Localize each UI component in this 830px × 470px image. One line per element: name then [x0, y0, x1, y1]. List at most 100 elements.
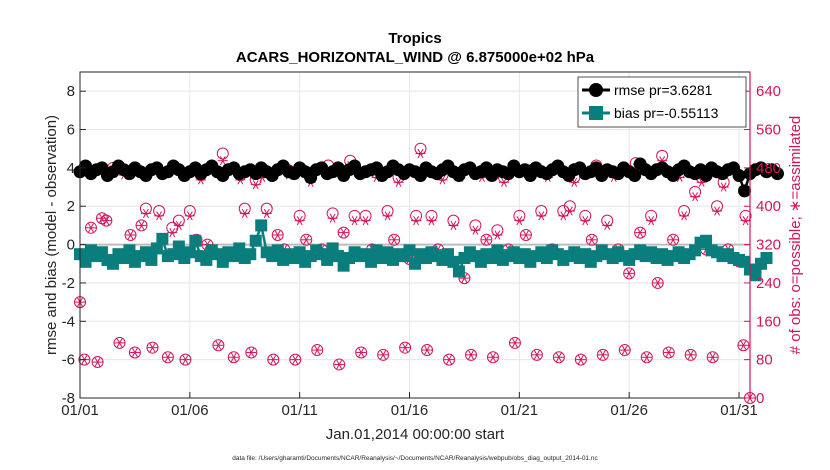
obs-assimilated-marker-39	[294, 216, 305, 226]
obs-assimilated-marker-14	[154, 211, 165, 221]
bias-point-8	[117, 252, 130, 265]
obs-possible-marker-9	[124, 229, 137, 241]
obs-possible-marker-54	[377, 348, 390, 361]
obs-assimilated-stroke	[512, 338, 518, 348]
obs-assimilated-marker-71	[470, 225, 481, 235]
obs-assimilated-stroke	[560, 211, 567, 221]
obs-possible-marker-110	[684, 348, 697, 361]
bias-point-15	[156, 232, 169, 245]
obs-assimilated-stroke	[175, 220, 182, 230]
obs-assimilated-marker-78	[509, 338, 520, 348]
obs-assimilated-marker-95	[602, 220, 613, 230]
rmse-point-121	[738, 184, 752, 198]
obs-assimilated-stroke	[413, 216, 420, 226]
obs-assimilated-stroke	[351, 216, 358, 226]
bias-point-53	[365, 255, 378, 268]
obs-assimilated-stroke	[577, 355, 584, 365]
obs-assimilated-marker-34	[268, 355, 279, 365]
bias-point-13	[145, 253, 158, 266]
obs-assimilated-stroke	[292, 355, 299, 365]
bias-point-31	[244, 248, 257, 261]
obs-assimilated-stroke	[604, 220, 611, 230]
obs-assimilated-marker-15	[162, 352, 173, 362]
left-y-axis-label: rmse and bias (model - observation)	[43, 115, 60, 355]
obs-possible-marker-34	[267, 353, 280, 366]
obs-assimilated-stroke	[182, 355, 189, 365]
obs-assimilated-stroke	[599, 350, 606, 360]
obs-possible-marker-90	[574, 353, 587, 366]
obs-assimilated-stroke	[358, 347, 365, 358]
obs-assimilated-marker-46	[334, 359, 345, 370]
bias-point-81	[518, 248, 531, 261]
obs-possible-marker-10	[128, 346, 141, 359]
obs-assimilated-marker-27	[228, 352, 239, 362]
obs-assimilated-marker-92	[586, 235, 597, 245]
obs-assimilated-marker-106	[663, 347, 674, 358]
bias-point-52	[359, 248, 372, 261]
obs-assimilated-stroke	[720, 182, 727, 192]
obs-assimilated-stroke	[138, 220, 145, 230]
obs-assimilated-marker-119	[738, 340, 749, 350]
obs-assimilated-marker-49	[349, 216, 360, 226]
obs-possible-marker-78	[508, 336, 521, 349]
obs-assimilated-marker-116	[718, 182, 729, 192]
obs-possible-marker-74	[486, 351, 499, 364]
rmse-point-127	[770, 167, 784, 181]
obs-assimilated-stroke	[395, 177, 402, 187]
bias-point-25	[211, 248, 224, 261]
obs-assimilated-stroke	[362, 216, 369, 226]
obs-assimilated-marker-31	[250, 180, 261, 190]
obs-assimilated-marker-101	[635, 228, 646, 238]
obs-assimilated-stroke	[654, 278, 661, 288]
obs-assimilated-stroke	[391, 235, 398, 245]
obs-assimilated-stroke	[169, 228, 176, 238]
left-y-axis: -8 -6 -4 -2 0 2 4 6 8	[62, 83, 86, 407]
obs-assimilated-marker-57	[393, 177, 404, 187]
obs-possible-marker-80	[519, 229, 532, 241]
bias-point-73	[474, 255, 487, 268]
obs-assimilated-stroke	[156, 211, 163, 221]
obs-assimilated-stroke	[740, 340, 747, 350]
obs-assimilated-marker-82	[531, 350, 542, 360]
y-left-tick-label-5: 2	[67, 198, 75, 215]
obs-assimilated-stroke	[483, 235, 490, 245]
bias-point-26	[216, 255, 229, 268]
obs-possible-marker-101	[634, 226, 647, 239]
bias-point-32	[249, 234, 262, 247]
x-tick-label-2: 01/11	[281, 402, 317, 419]
obs-possible-marker-86	[552, 351, 565, 364]
y-left-tick-label-1: -6	[62, 352, 75, 369]
obs-assimilated-marker-60	[411, 216, 422, 226]
obs-assimilated-stroke	[142, 208, 149, 219]
obs-assimilated-marker-115	[712, 206, 723, 216]
obs-possible-marker-11	[135, 219, 148, 232]
obs-assimilated-stroke	[428, 216, 435, 226]
obs-possible-marker-15	[161, 351, 174, 364]
bias-point-60	[403, 244, 416, 257]
obs-assimilated-marker-18	[180, 355, 191, 365]
obs-assimilated-stroke	[88, 223, 94, 233]
obs-possible-marker-94	[596, 348, 609, 361]
obs-assimilated-stroke	[131, 347, 138, 358]
obs-possible-marker-70	[465, 348, 478, 361]
obs-possible-marker-66	[443, 353, 456, 366]
bias-point-69	[452, 265, 465, 278]
obs-possible-marker-18	[179, 353, 192, 366]
obs-possible-marker-30	[245, 346, 258, 359]
bias-point-36	[271, 244, 284, 257]
obs-assimilated-stroke	[116, 338, 123, 348]
obs-assimilated-stroke	[103, 216, 110, 226]
obs-assimilated-marker-35	[272, 230, 283, 240]
x-tick-label-5: 01/26	[610, 402, 648, 419]
obs-assimilated-marker-73	[481, 235, 492, 245]
bias-point-114	[700, 234, 713, 247]
obs-assimilated-stroke	[665, 347, 672, 358]
obs-assimilated-marker-56	[389, 235, 400, 245]
obs-assimilated-marker-10	[129, 347, 140, 358]
obs-assimilated-stroke	[648, 216, 655, 226]
obs-assimilated-marker-91	[580, 216, 591, 226]
obs-assimilated-stroke	[566, 206, 573, 216]
x-tick-label-1: 01/06	[171, 402, 209, 419]
y-left-tick-label-0: -8	[62, 390, 75, 407]
x-axis-label: Jan.01,2014 00:00:00 start	[326, 426, 505, 443]
